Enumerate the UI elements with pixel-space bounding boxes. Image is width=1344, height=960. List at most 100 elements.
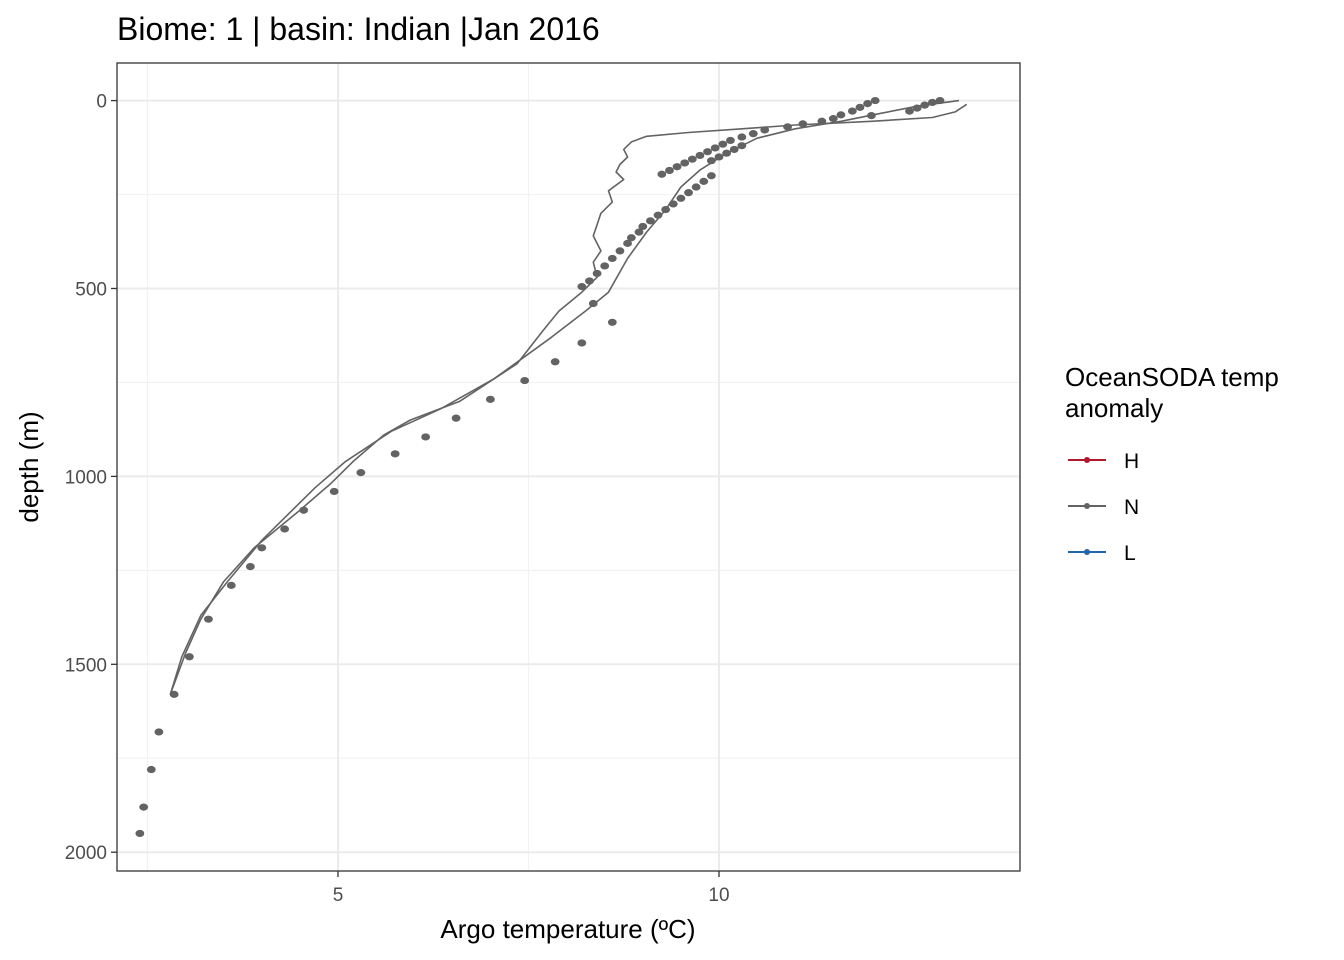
x-axis-title: Argo temperature (ºC): [440, 914, 695, 944]
data-point: [672, 163, 682, 171]
data-point: [920, 101, 930, 109]
data-point: [706, 157, 716, 165]
data-point: [729, 145, 739, 154]
data-point: [935, 96, 945, 105]
data-point: [657, 170, 667, 178]
legend-title-line-1: OceanSODA temp: [1065, 362, 1279, 392]
data-point: [184, 653, 194, 661]
data-point: [905, 107, 914, 115]
data-point: [783, 123, 792, 131]
plot-border: [116, 62, 1021, 872]
y-tick-label: 0: [96, 92, 107, 113]
data-point: [169, 690, 179, 698]
legend-key-point: [1084, 549, 1090, 555]
data-point: [695, 151, 705, 160]
data-point: [828, 115, 838, 123]
data-point: [600, 262, 610, 270]
data-point: [592, 269, 602, 278]
data-point: [588, 299, 598, 308]
data-point: [485, 395, 495, 403]
data-point: [139, 803, 149, 811]
data-point: [661, 205, 671, 214]
data-point: [817, 117, 827, 125]
data-point: [204, 615, 213, 623]
data-point: [135, 829, 145, 838]
legend-key-point: [1084, 503, 1090, 509]
data-point: [867, 112, 876, 120]
data-point: [585, 277, 594, 285]
y-axis-title: depth (m): [14, 411, 44, 522]
series-line-n: [169, 103, 968, 695]
legend-entries: HNL: [1068, 450, 1139, 565]
data-point: [299, 506, 309, 514]
data-point: [737, 133, 747, 141]
data-point: [421, 433, 431, 441]
data-point: [245, 562, 255, 571]
data-point: [638, 222, 648, 231]
data-point: [706, 172, 716, 180]
data-point: [226, 581, 236, 589]
data-point: [836, 111, 846, 119]
y-tick-label: 1000: [65, 467, 107, 488]
data-point: [607, 254, 617, 263]
data-point: [703, 148, 712, 156]
data-point: [927, 98, 937, 107]
data-point: [687, 155, 697, 163]
data-point: [634, 228, 644, 236]
data-point: [146, 765, 156, 774]
x-tick-label: 10: [708, 885, 729, 906]
data-point: [280, 525, 290, 533]
data-point: [665, 166, 674, 175]
data-point: [710, 144, 720, 152]
data-point: [870, 96, 880, 105]
legend-label: H: [1124, 450, 1139, 473]
legend: OceanSODA temp anomaly HNL: [1065, 362, 1279, 565]
y-axis: 0 500 1000 1500 2000: [65, 92, 117, 864]
data-point: [680, 159, 690, 167]
x-axis: 5 10: [333, 871, 730, 906]
data-point: [653, 211, 663, 219]
data-point: [356, 469, 366, 477]
legend-label: N: [1124, 496, 1139, 519]
data-point: [550, 358, 560, 366]
legend-label: L: [1124, 542, 1136, 565]
data-point: [863, 99, 872, 108]
legend-key-point: [1084, 457, 1090, 463]
data-point: [623, 239, 632, 247]
data-point: [855, 103, 865, 111]
x-tick-label: 5: [333, 885, 344, 906]
data-point: [691, 183, 701, 191]
data-point: [684, 189, 693, 197]
series-lines: [169, 99, 968, 695]
data-point: [798, 120, 808, 128]
y-tick-label: 1500: [65, 655, 107, 676]
data-point: [615, 247, 625, 255]
data-point: [699, 177, 709, 185]
data-point: [718, 140, 728, 148]
series-line-n: [169, 99, 960, 695]
data-point: [748, 130, 758, 138]
chart-title: Biome: 1 | basin: Indian |Jan 2016: [117, 11, 600, 47]
series-points: [135, 96, 945, 838]
data-point: [676, 194, 686, 202]
data-point: [577, 339, 587, 347]
data-point: [722, 149, 732, 157]
data-point: [154, 728, 164, 736]
data-point: [520, 376, 530, 385]
legend-title-line-2: anomaly: [1065, 393, 1163, 423]
y-tick-label: 500: [75, 279, 107, 300]
data-point: [726, 136, 735, 145]
plot-background: [117, 63, 1020, 871]
data-point: [626, 234, 636, 242]
data-point: [577, 283, 587, 291]
data-point: [847, 107, 857, 115]
data-point: [668, 200, 678, 208]
data-point: [912, 104, 922, 112]
y-tick-label: 2000: [65, 843, 107, 864]
data-point: [714, 153, 724, 161]
data-point: [257, 544, 267, 552]
data-point: [607, 318, 617, 326]
data-point: [760, 126, 770, 134]
data-point: [451, 414, 461, 422]
